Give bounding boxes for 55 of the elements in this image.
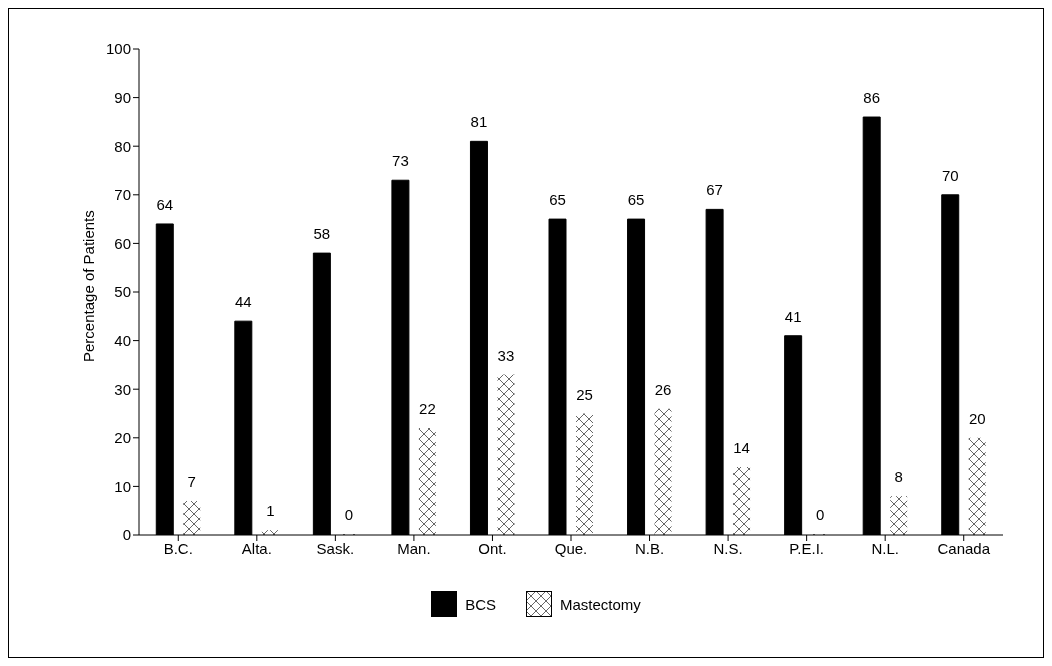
x-tick-label: Alta. [241, 539, 272, 557]
data-label: 25 [576, 385, 593, 403]
data-label: 1 [266, 502, 275, 520]
data-label: 65 [549, 191, 566, 209]
data-label: 7 [187, 472, 196, 490]
data-label: 64 [156, 195, 174, 213]
data-label: 65 [627, 191, 645, 209]
y-tick-label: 30 [114, 380, 131, 398]
data-label: 73 [392, 152, 409, 170]
data-label: 0 [344, 506, 354, 523]
x-tick-label: N.S. [713, 539, 743, 557]
x-tick-label: P.E.I. [789, 539, 825, 557]
x-tick-label: B.C. [163, 539, 193, 557]
y-tick-label: 90 [114, 88, 131, 106]
bar [654, 408, 672, 535]
bar [576, 413, 594, 535]
bar [968, 437, 986, 535]
x-tick-label: Que. [554, 539, 588, 557]
y-tick-label: 40 [114, 331, 131, 349]
bar [733, 466, 751, 535]
data-label: 26 [654, 380, 672, 398]
y-tick-label: 100 [105, 40, 131, 58]
y-tick-label: 70 [114, 186, 131, 204]
y-tick-label: 60 [114, 234, 131, 252]
y-tick-label: 80 [114, 137, 131, 155]
data-label: 0 [815, 506, 825, 523]
x-tick-label: Ont. [478, 539, 507, 557]
y-tick-label: 20 [114, 429, 131, 447]
data-label: 81 [470, 113, 488, 131]
bar [183, 500, 201, 535]
y-axis-title: Percentage of Patients [80, 210, 98, 362]
data-label: 86 [863, 89, 881, 107]
x-tick-label: Sask. [316, 539, 355, 557]
data-label: 44 [234, 293, 252, 311]
data-label: 22 [419, 400, 436, 418]
x-tick-label: Man. [397, 539, 431, 557]
y-tick-label: 0 [122, 526, 131, 544]
legend-label: BCS [465, 595, 496, 613]
bar [497, 374, 515, 535]
data-label: 14 [733, 438, 750, 456]
bar [418, 428, 436, 535]
y-tick-label: 10 [114, 477, 131, 495]
data-label: 70 [941, 166, 959, 184]
x-tick-label: N.L. [871, 539, 899, 557]
x-tick-label: N.B. [634, 539, 665, 557]
data-label: 58 [313, 225, 331, 243]
bar [890, 496, 908, 535]
data-label: 33 [497, 346, 515, 364]
data-label: 41 [784, 307, 802, 325]
data-label: 67 [706, 181, 723, 199]
legend-label: Mastectomy [559, 595, 641, 613]
data-label: 8 [894, 468, 903, 486]
y-tick-label: 50 [114, 283, 131, 301]
x-tick-label: Canada [937, 539, 991, 557]
data-label: 20 [968, 409, 986, 427]
